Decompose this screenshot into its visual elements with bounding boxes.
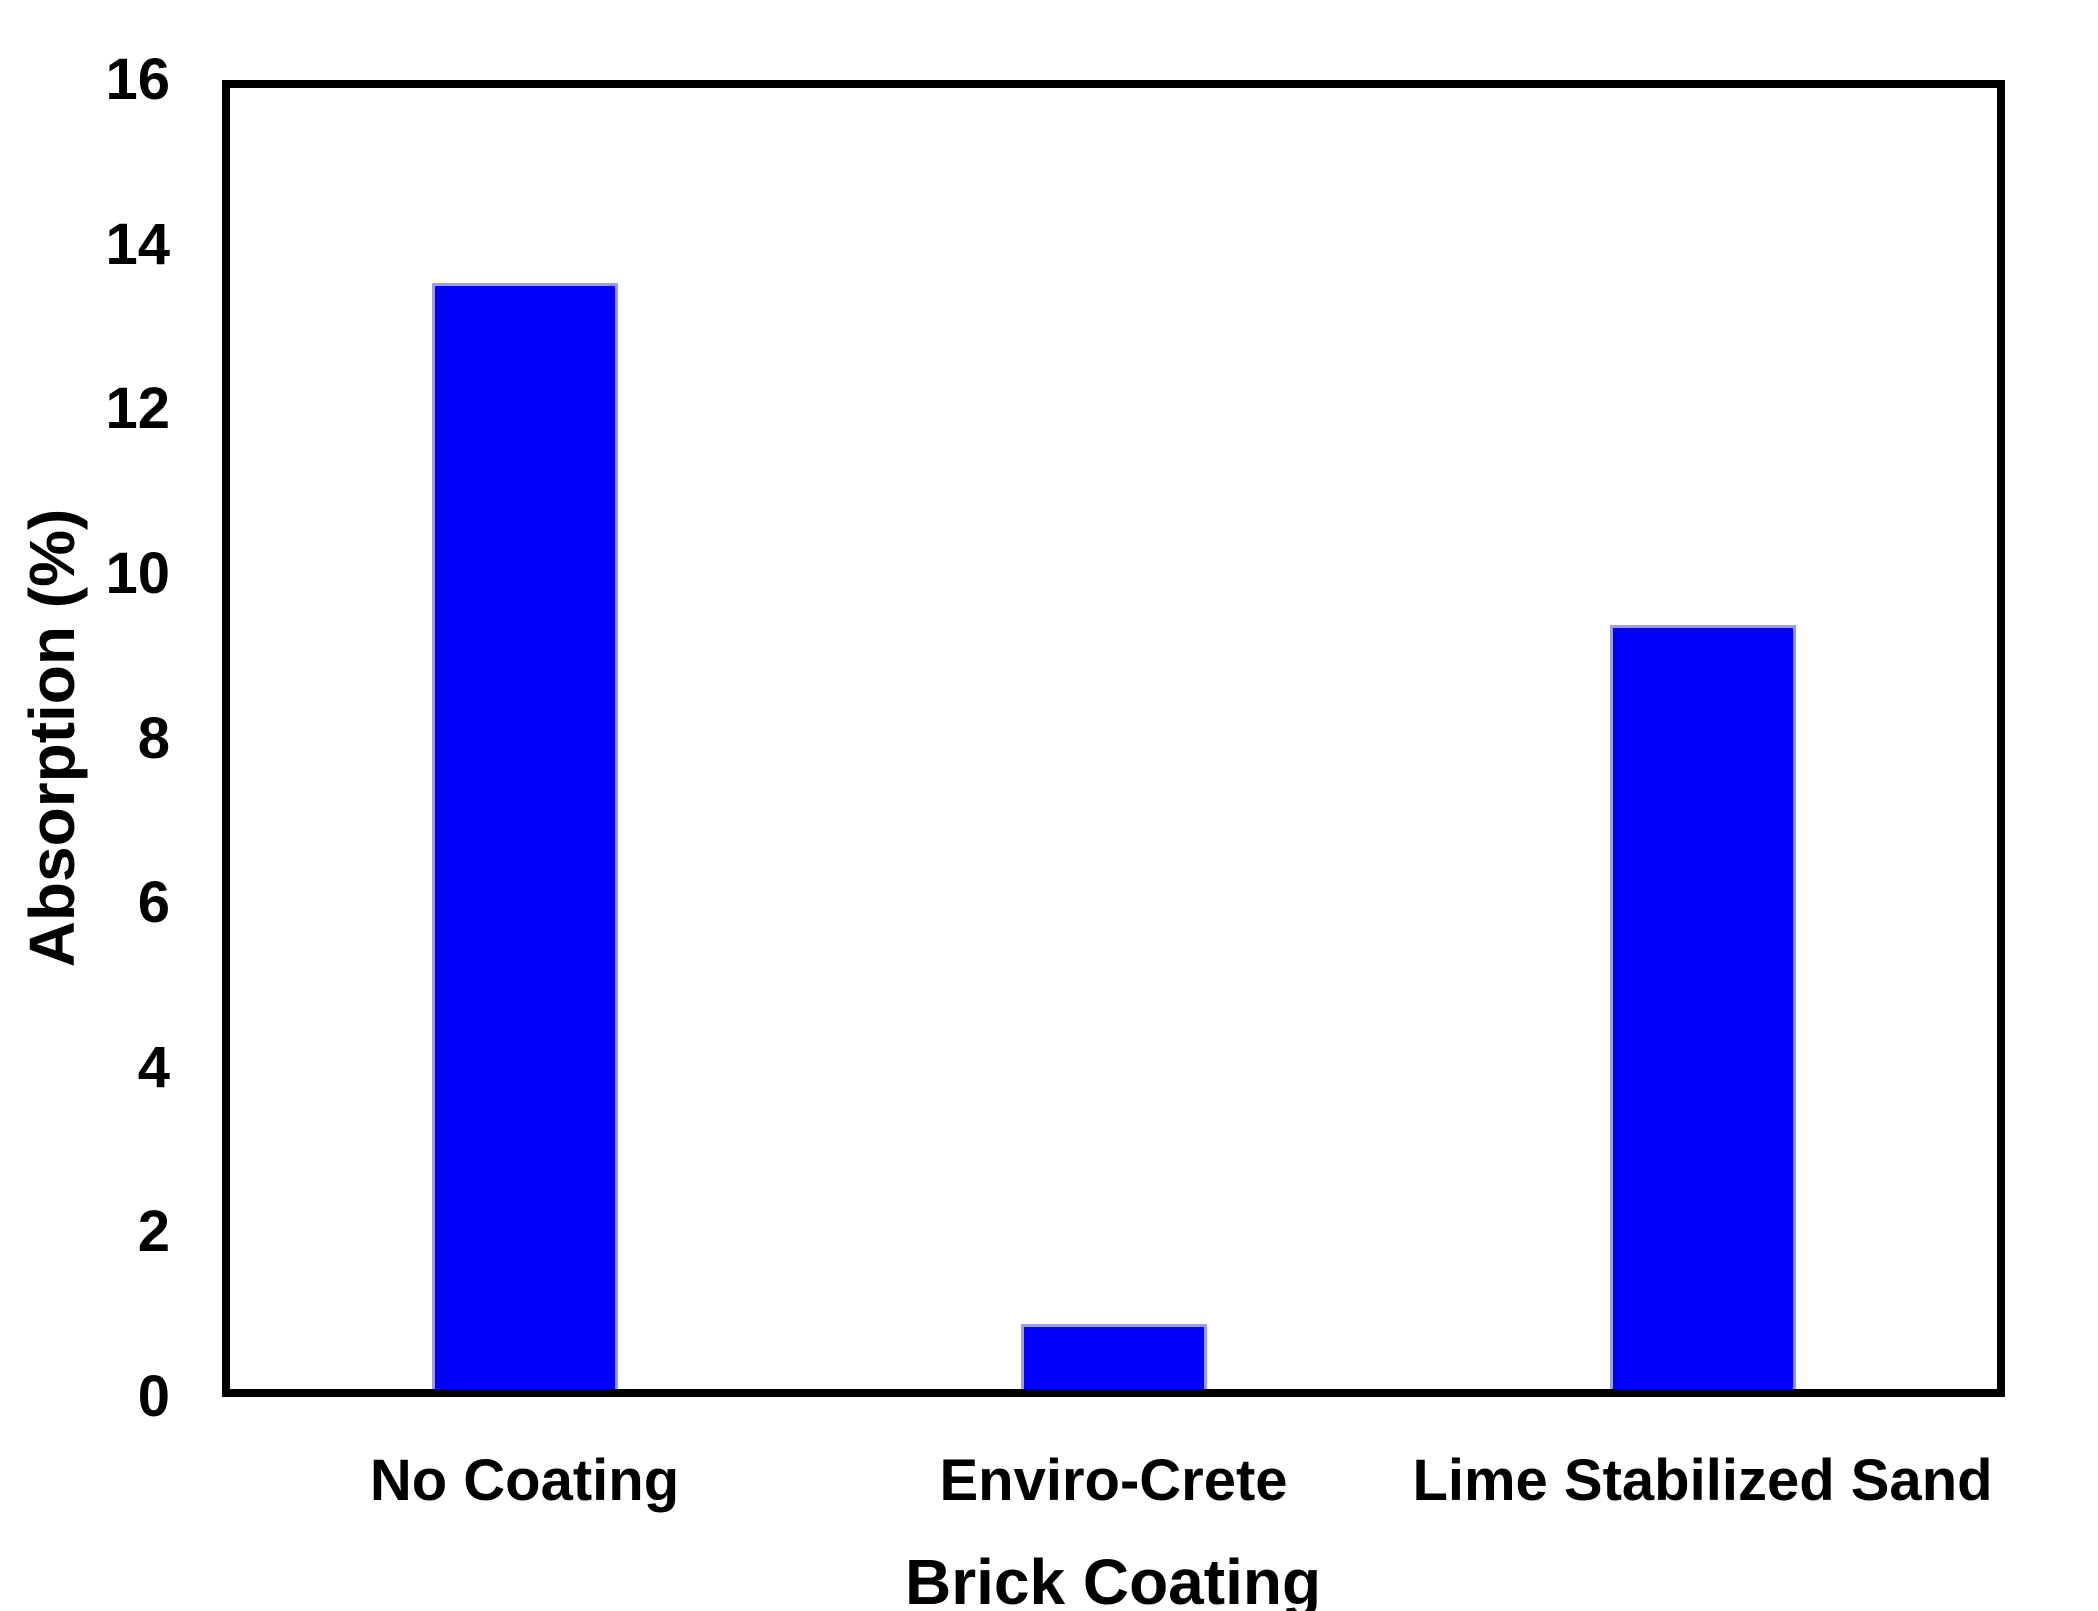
x-axis-title: Brick Coating (904, 1546, 1322, 1611)
y-tick-label: 14 (105, 211, 170, 277)
bar-lime-stabilized-sand (1609, 624, 1796, 1389)
x-category-label: Lime Stabilized Sand (1412, 1448, 1993, 1513)
y-tick-label: 6 (137, 870, 170, 936)
x-category-label: Enviro-Crete (939, 1448, 1288, 1513)
y-tick-label: 10 (105, 540, 170, 606)
y-tick-label: 0 (137, 1364, 170, 1429)
y-tick-label: 4 (137, 1034, 170, 1100)
bar-enviro-crete (1020, 1323, 1207, 1389)
bar-no-coating (431, 283, 618, 1389)
y-tick-label: 16 (105, 47, 170, 112)
x-category-label: No Coating (369, 1448, 680, 1513)
y-tick-label: 12 (105, 376, 170, 442)
y-tick-label: 2 (137, 1199, 170, 1265)
y-tick-label: 8 (137, 705, 170, 771)
plot-area (222, 80, 2005, 1397)
